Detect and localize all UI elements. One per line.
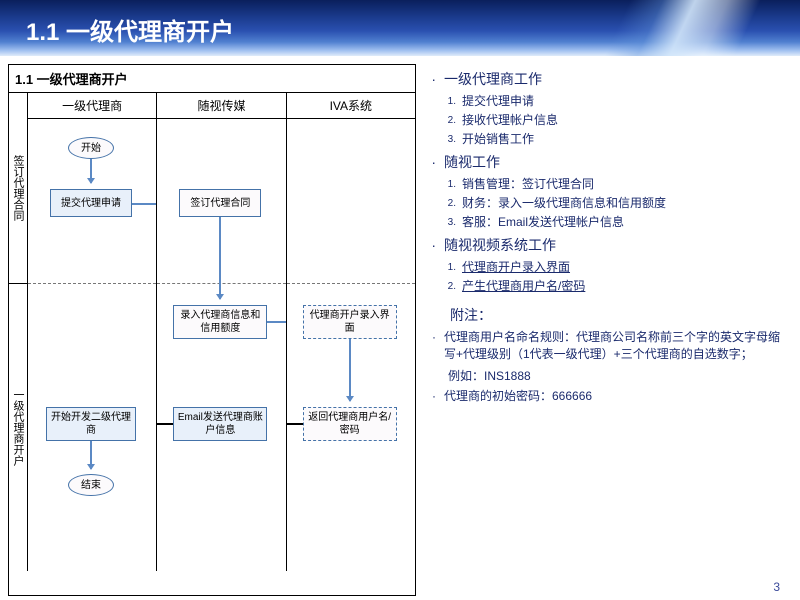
list-item-text: 开始销售工作 xyxy=(462,130,534,148)
list-item: 3.客服：Email发送代理帐户信息 xyxy=(426,213,786,231)
arrow xyxy=(287,423,303,425)
phase-divider xyxy=(157,283,285,284)
arrow xyxy=(157,423,173,425)
list-item-text: 客服：Email发送代理帐户信息 xyxy=(462,213,624,231)
section-2-title: ·随视工作 xyxy=(426,152,786,173)
list-item-text: 代理商开户录入界面 xyxy=(462,258,570,276)
slide-title: 1.1 一级代理商开户 xyxy=(26,12,234,47)
list-item-text: 提交代理申请 xyxy=(462,92,534,110)
section-2-list: 1.销售管理：签订代理合同 2.财务：录入一级代理商信息和信用额度 3.客服：E… xyxy=(426,175,786,231)
node-start: 开始 xyxy=(68,137,114,159)
note-text: 代理商的初始密码：666666 xyxy=(444,388,786,405)
list-item: 1.销售管理：签订代理合同 xyxy=(426,175,786,193)
list-item: 1.代理商开户录入界面 xyxy=(426,258,786,276)
flowchart-title: 1.1 一级代理商开户 xyxy=(9,65,415,93)
arrow xyxy=(267,321,285,323)
arrow xyxy=(90,441,92,469)
section-3-title: ·随视视频系统工作 xyxy=(426,235,786,256)
list-item: 3.开始销售工作 xyxy=(426,130,786,148)
phase-label-2: 一级代理商开户 xyxy=(9,283,27,571)
node-screen: 代理商开户录入界面 xyxy=(303,305,397,339)
note-title: 附注： xyxy=(450,305,786,326)
list-item-text: 接收代理帐户信息 xyxy=(462,111,558,129)
node-develop: 开始开发二级代理商 xyxy=(46,407,136,441)
note-example: 例如：INS1888 xyxy=(448,367,786,385)
arrow xyxy=(132,203,156,205)
phase-divider xyxy=(28,283,156,284)
section-2-title-text: 随视工作 xyxy=(444,152,500,173)
section-3-list: 1.代理商开户录入界面 2.产生代理商用户名/密码 xyxy=(426,258,786,295)
lane-header-3: IVA系统 xyxy=(287,93,415,119)
lane-header-2: 随视传媒 xyxy=(157,93,285,119)
arrow xyxy=(349,339,351,401)
page-number: 3 xyxy=(773,580,780,594)
section-1-title: ·一级代理商工作 xyxy=(426,69,786,90)
note-2: ·代理商的初始密码：666666 xyxy=(426,388,786,405)
list-item: 1.提交代理申请 xyxy=(426,92,786,110)
node-submit: 提交代理申请 xyxy=(50,189,132,217)
list-item: 2.产生代理商用户名/密码 xyxy=(426,277,786,295)
lane-iva: IVA系统 代理商开户录入界面 返回代理商用户名/密码 xyxy=(286,93,415,571)
note-1: ·代理商用户名命名规则：代理商公司名称前三个字的英文字母缩写+代理级别（1代表一… xyxy=(426,329,786,364)
section-1-list: 1.提交代理申请 2.接收代理帐户信息 3.开始销售工作 xyxy=(426,92,786,148)
list-item: 2.接收代理帐户信息 xyxy=(426,111,786,129)
arrow xyxy=(219,217,221,299)
slide-body: 1.1 一级代理商开户 签订代理合同 一级代理商开户 一级代理商 开始 提交代理… xyxy=(0,56,800,596)
section-1-title-text: 一级代理商工作 xyxy=(444,69,542,90)
node-enter: 录入代理商信息和信用额度 xyxy=(173,305,267,339)
text-panel: ·一级代理商工作 1.提交代理申请 2.接收代理帐户信息 3.开始销售工作 ·随… xyxy=(424,64,792,596)
node-email: Email发送代理商账户信息 xyxy=(173,407,267,441)
header-decoration xyxy=(500,0,800,56)
lane-suishi: 随视传媒 签订代理合同 录入代理商信息和信用额度 Email发送代理商账户信息 xyxy=(156,93,285,571)
list-item-text: 销售管理：签订代理合同 xyxy=(462,175,594,193)
list-item-text: 财务：录入一级代理商信息和信用额度 xyxy=(462,194,666,212)
arrow xyxy=(90,159,92,183)
phase-labels: 签订代理合同 一级代理商开户 xyxy=(9,93,27,571)
lane-header-1: 一级代理商 xyxy=(28,93,156,119)
swimlanes: 签订代理合同 一级代理商开户 一级代理商 开始 提交代理申请 开始开发二级代理商… xyxy=(9,93,415,571)
note-text: 代理商用户名命名规则：代理商公司名称前三个字的英文字母缩写+代理级别（1代表一级… xyxy=(444,329,786,364)
flowchart-panel: 1.1 一级代理商开户 签订代理合同 一级代理商开户 一级代理商 开始 提交代理… xyxy=(8,64,416,596)
node-end: 结束 xyxy=(68,474,114,496)
phase-divider xyxy=(287,283,415,284)
section-3-title-text: 随视视频系统工作 xyxy=(444,235,556,256)
slide-header: 1.1 一级代理商开户 xyxy=(0,0,800,56)
lane-agent: 一级代理商 开始 提交代理申请 开始开发二级代理商 结束 xyxy=(27,93,156,571)
list-item: 2.财务：录入一级代理商信息和信用额度 xyxy=(426,194,786,212)
node-sign: 签订代理合同 xyxy=(179,189,261,217)
phase-label-1: 签订代理合同 xyxy=(9,93,27,283)
node-return: 返回代理商用户名/密码 xyxy=(303,407,397,441)
list-item-text: 产生代理商用户名/密码 xyxy=(462,277,585,295)
